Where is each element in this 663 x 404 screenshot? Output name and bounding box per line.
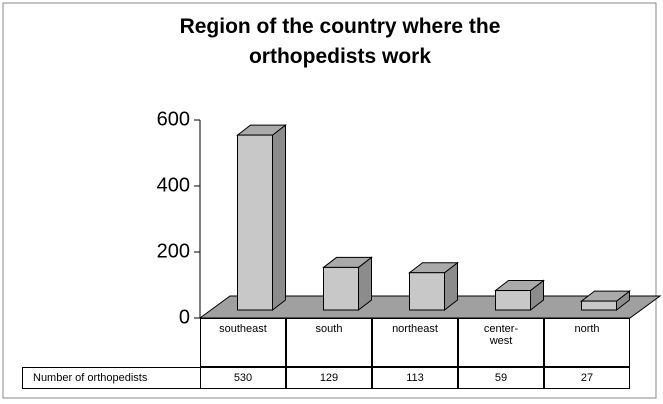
data-cell: 129 bbox=[286, 367, 372, 389]
y-tick-label: 0 bbox=[179, 306, 190, 328]
bar bbox=[237, 134, 273, 311]
bar bbox=[495, 290, 531, 311]
bar bbox=[409, 272, 445, 311]
category-label: northeast bbox=[372, 318, 458, 367]
category-label: north bbox=[544, 318, 630, 367]
data-cell: 113 bbox=[372, 367, 458, 389]
chart-title: Region of the country where the orthoped… bbox=[179, 15, 501, 68]
bar-side bbox=[272, 124, 286, 312]
data-cell: 59 bbox=[458, 367, 544, 389]
category-label: south bbox=[286, 318, 372, 367]
y-tick-label: 200 bbox=[157, 240, 190, 262]
y-tick-label: 400 bbox=[157, 174, 190, 196]
data-cell: 530 bbox=[200, 367, 286, 389]
bar bbox=[323, 266, 359, 311]
chart-border bbox=[2, 2, 657, 399]
bar bbox=[581, 300, 617, 311]
category-label: center-west bbox=[458, 318, 544, 367]
category-label: southeast bbox=[200, 318, 286, 367]
series-label: Number of orthopedists bbox=[22, 367, 201, 389]
y-tick-label: 600 bbox=[157, 108, 190, 130]
data-cell: 27 bbox=[544, 367, 630, 389]
